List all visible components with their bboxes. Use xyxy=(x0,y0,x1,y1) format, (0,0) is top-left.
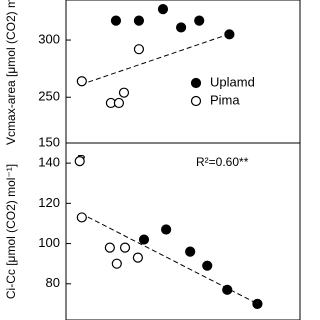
point xyxy=(202,260,213,271)
legend-marker xyxy=(190,95,202,107)
point xyxy=(76,76,87,87)
y-tick-label: 300 xyxy=(38,31,60,46)
point xyxy=(157,4,169,15)
point xyxy=(104,242,115,253)
y-tick-label: 150 xyxy=(38,134,60,149)
point xyxy=(194,15,205,26)
point xyxy=(113,97,125,109)
y-tick-label: 80 xyxy=(46,275,60,290)
y-axis-label: Ci-Cc [μmol (CO2) mol⁻¹] xyxy=(4,164,18,299)
point xyxy=(161,224,172,235)
point xyxy=(224,29,235,40)
legend-label: Uplamd xyxy=(210,74,255,89)
legend-label: Pima xyxy=(210,92,240,107)
point xyxy=(252,298,263,310)
y-tick-label: 120 xyxy=(38,195,60,210)
point xyxy=(138,234,150,245)
point xyxy=(76,212,87,223)
trend-line xyxy=(80,212,259,305)
point xyxy=(133,15,145,26)
point xyxy=(118,87,130,98)
point xyxy=(111,258,122,269)
point xyxy=(176,22,187,33)
legend-marker xyxy=(190,77,202,89)
annotation: R²=0.60** xyxy=(196,155,249,169)
plot-frame xyxy=(65,142,301,320)
y-tick-label: 250 xyxy=(38,89,60,104)
point xyxy=(133,44,145,55)
point xyxy=(110,15,122,26)
point xyxy=(222,284,233,295)
y-tick-label: 140 xyxy=(38,155,60,170)
point xyxy=(74,156,85,167)
y-axis-label: Vcmax-area [μmol (CO2) m xyxy=(4,0,18,145)
point xyxy=(132,252,143,263)
point xyxy=(119,242,131,253)
y-tick-label: 100 xyxy=(38,235,60,250)
trend-line xyxy=(80,33,229,86)
plot-frame xyxy=(65,0,301,144)
point xyxy=(185,246,196,257)
